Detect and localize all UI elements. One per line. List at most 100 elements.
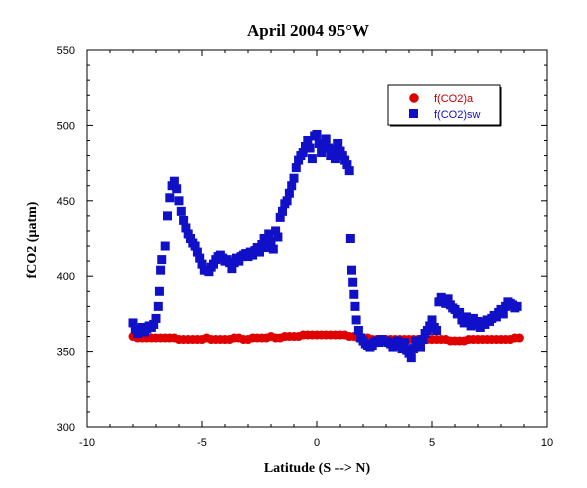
point-fco2sw <box>298 148 308 158</box>
point-fco2sw <box>432 325 442 335</box>
point-fco2sw <box>501 301 511 311</box>
point-fco2sw <box>183 229 193 239</box>
axis-ticks: -10 -5 0 5 10 300 350 400 450 500 550 <box>57 45 553 449</box>
point-fco2sw <box>496 304 506 314</box>
point-fco2sw <box>468 313 478 323</box>
point-fco2sw <box>418 335 428 345</box>
x-tick-label: -10 <box>79 437 95 449</box>
x-tick-label: -5 <box>197 437 207 449</box>
y-tick-label: 450 <box>57 196 75 208</box>
point-fco2sw <box>307 154 317 164</box>
point-fco2sw <box>294 155 304 165</box>
point-fco2sw <box>441 298 451 308</box>
point-fco2sw <box>317 148 327 158</box>
point-fco2sw <box>491 312 501 322</box>
point-fco2sw <box>156 265 166 275</box>
point-fco2sw <box>169 176 179 186</box>
point-fco2sw <box>416 342 425 352</box>
point-fco2sw <box>427 315 437 325</box>
point-fco2sw <box>393 336 402 346</box>
point-fco2sw <box>137 322 147 332</box>
point-fco2sw <box>348 277 358 287</box>
point-fco2sw <box>319 142 329 152</box>
point-fco2sw <box>128 318 138 328</box>
point-fco2sw <box>399 338 409 348</box>
y-tick-label: 350 <box>57 347 75 359</box>
point-fco2sw <box>397 344 407 354</box>
point-fco2sw <box>234 256 244 266</box>
point-fco2sw <box>340 155 350 165</box>
point-fco2sw <box>252 243 262 253</box>
point-fco2sw <box>314 138 324 148</box>
point-fco2sw <box>257 240 267 250</box>
point-fco2sw <box>266 237 276 247</box>
point-fco2sw <box>455 307 465 317</box>
point-fco2sw <box>255 247 264 257</box>
point-fco2sw <box>459 318 469 328</box>
point-fco2sw <box>328 145 338 155</box>
point-fco2sw <box>312 129 322 139</box>
point-fco2sw <box>261 243 271 253</box>
point-fco2sw <box>273 232 283 242</box>
point-fco2sw <box>160 241 170 251</box>
point-fco2sw <box>271 226 281 236</box>
point-fco2sw <box>248 250 258 260</box>
point-fco2sw <box>154 286 164 296</box>
point-fco2sw <box>186 234 195 243</box>
point-fco2sw <box>209 259 218 269</box>
point-fco2sw <box>333 138 343 148</box>
point-fco2sw <box>350 301 360 311</box>
point-fco2sw <box>195 253 205 263</box>
point-fco2sw <box>278 206 287 216</box>
point-fco2sw <box>284 188 294 198</box>
point-fco2sw <box>406 353 416 363</box>
point-fco2sw <box>303 135 313 145</box>
point-fco2sw <box>466 321 476 331</box>
point-fco2sw <box>172 184 182 194</box>
chart-title: April 2004 95°W <box>247 21 369 40</box>
point-fco2sw <box>404 348 414 358</box>
point-fco2sw <box>259 234 269 243</box>
legend: f(CO2)a f(CO2)sw <box>387 84 502 127</box>
point-fco2a <box>514 333 524 343</box>
point-fco2sw <box>351 315 361 325</box>
point-fco2sw <box>163 211 172 221</box>
point-fco2sw <box>305 143 315 153</box>
point-fco2sw <box>157 255 167 265</box>
point-fco2sw <box>167 181 177 191</box>
point-fco2sw <box>287 181 297 191</box>
point-fco2sw <box>473 316 483 326</box>
point-fco2sw <box>321 134 331 144</box>
point-fco2sw <box>342 160 352 170</box>
legend-label-fco2sw: f(CO2)sw <box>434 109 481 121</box>
point-fco2sw <box>275 212 285 222</box>
x-tick-label: 10 <box>541 437 553 449</box>
point-fco2sw <box>179 215 189 225</box>
series-fco2a <box>128 330 524 346</box>
x-axis-label: Latitude (S --> N) <box>264 461 371 476</box>
y-tick-label: 500 <box>57 120 75 132</box>
point-fco2sw <box>176 206 186 216</box>
point-fco2sw <box>344 166 354 176</box>
point-fco2sw <box>291 163 301 173</box>
point-fco2sw <box>330 154 340 164</box>
series-fco2sw <box>128 129 522 363</box>
point-fco2sw <box>229 258 239 268</box>
point-fco2sw <box>450 304 460 314</box>
point-fco2sw <box>443 294 453 304</box>
point-fco2sw <box>324 143 333 153</box>
y-axis-label: fCO2 (µatm) <box>25 201 40 278</box>
legend-label-fco2a: f(CO2)a <box>434 93 474 105</box>
point-fco2sw <box>165 193 175 203</box>
y-tick-label: 400 <box>57 271 75 283</box>
point-fco2sw <box>475 322 485 332</box>
point-fco2sw <box>422 325 432 335</box>
point-fco2sw <box>301 142 310 152</box>
point-fco2sw <box>243 252 253 262</box>
point-fco2sw <box>353 325 363 335</box>
point-fco2sw <box>349 289 359 299</box>
point-fco2sw <box>512 301 522 311</box>
point-fco2sw <box>480 319 490 329</box>
y-tick-label: 550 <box>57 45 75 57</box>
